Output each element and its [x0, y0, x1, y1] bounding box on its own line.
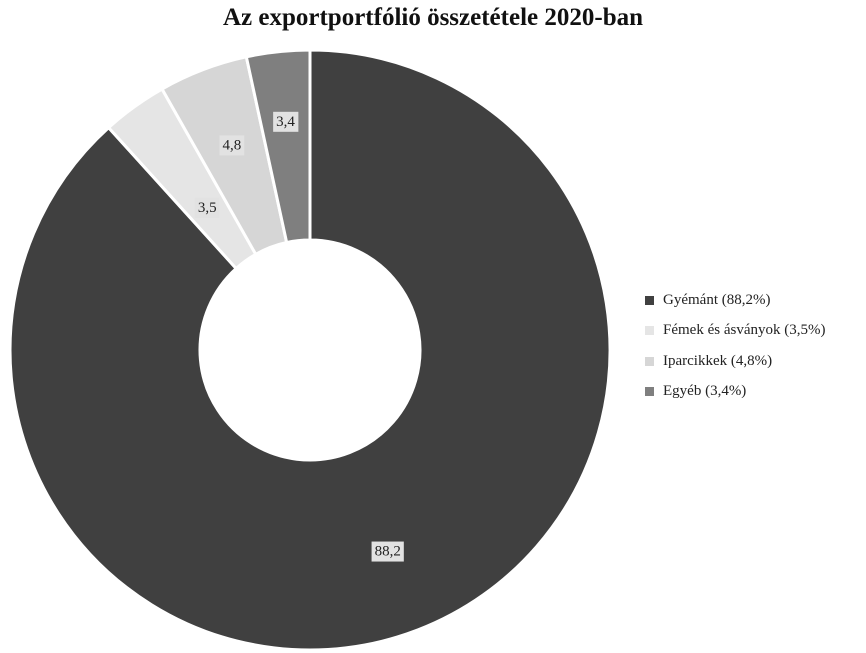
svg-text:3,4: 3,4: [276, 114, 295, 130]
data-label-egyeb: 3,4: [273, 111, 299, 132]
legend-item-iparcikkek: Iparcikkek (4,8%): [645, 348, 825, 374]
slice-egyeb: [244, 48, 312, 245]
legend-item-femek-es-asvanyok: Fémek és ásványok (3,5%): [645, 318, 825, 344]
data-labels-group: 88,2 3,5 4,8 3,4: [194, 111, 404, 562]
data-label-femek-es-asvanyok: 3,5: [194, 197, 220, 218]
legend-item-egyeb: Egyéb (3,4%): [645, 379, 825, 405]
svg-text:88,2: 88,2: [375, 544, 401, 560]
legend-label: Gyémánt (88,2%): [663, 291, 771, 308]
data-label-gyemant: 88,2: [371, 541, 404, 562]
legend: Gyémánt (88,2%) Fémek és ásványok (3,5%)…: [645, 287, 825, 409]
svg-text:4,8: 4,8: [222, 137, 241, 153]
legend-swatch-icon: [645, 295, 654, 305]
svg-text:3,5: 3,5: [198, 200, 217, 216]
legend-label: Egyéb (3,4%): [663, 383, 747, 399]
slice-gyemant: [8, 48, 612, 652]
slices-group: [8, 48, 612, 652]
chart-title: Az exportportfólió összetétele 2020-ban: [222, 4, 644, 31]
legend-swatch-icon: [645, 387, 654, 396]
legend-label: Fémek és ásványok (3,5%): [663, 322, 826, 338]
legend-item-gyemant: Gyémánt (88,2%): [645, 287, 825, 313]
legend-label: Iparcikkek (4,8%): [663, 352, 773, 369]
legend-swatch-icon: [645, 356, 654, 366]
legend-swatch-icon: [645, 326, 654, 335]
data-label-iparcikkek: 4,8: [219, 135, 245, 156]
